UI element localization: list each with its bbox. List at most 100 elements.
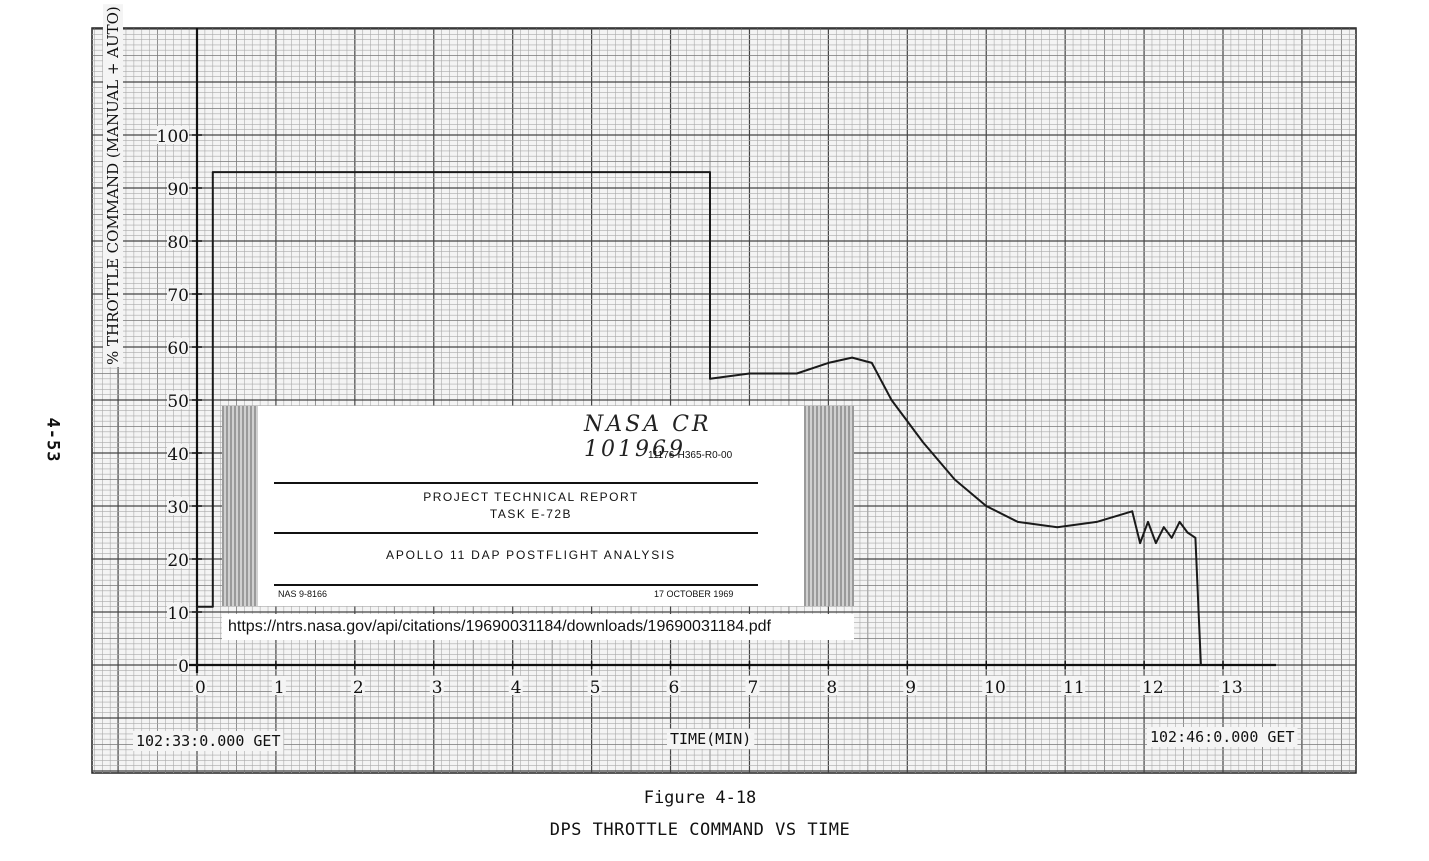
figure-number: Figure 4-18	[643, 788, 757, 808]
series-point	[1200, 664, 1202, 666]
x-tick-bg	[982, 676, 1007, 695]
y-axis-label-bg	[103, 4, 123, 367]
x-tick-bg	[1219, 676, 1243, 695]
report-title: APOLLO 11 DAP POSTFLIGHT ANALYSIS	[386, 548, 676, 562]
series-point	[1178, 521, 1181, 523]
series-point	[1147, 521, 1149, 523]
series-point	[870, 362, 873, 364]
startlabel-bg	[133, 731, 284, 751]
inset-shade-left	[222, 406, 258, 606]
x-tick-bg	[903, 676, 918, 695]
y-axis-label: % THROTTLE COMMAND (MANUAL + AUTO)	[104, 6, 122, 365]
series-point	[890, 399, 893, 401]
series-point	[1194, 536, 1197, 539]
series-point	[922, 441, 924, 444]
report-cover-inset: NASA CR 101969 11176-H365-R0-00 PROJECT …	[222, 406, 854, 606]
x-tick-label: 7	[747, 678, 758, 698]
page-number: 4-53	[42, 417, 63, 463]
axis-labels: % THROTTLE COMMAND (MANUAL + AUTO) TIME(…	[103, 4, 1298, 751]
series-point	[1095, 521, 1098, 523]
end-time-label: 102:46:0.000 GET	[1150, 728, 1295, 746]
x-tick-bg	[824, 676, 839, 695]
y-tick-bg	[167, 391, 189, 409]
series-point	[709, 377, 711, 380]
y-tick-label: 10	[167, 604, 189, 624]
series-point	[211, 171, 214, 174]
series-point	[795, 372, 798, 375]
series-point	[985, 505, 988, 507]
y-tick-bg	[157, 126, 189, 144]
y-tick-label: 30	[167, 498, 189, 518]
x-tick-label: 8	[826, 678, 837, 698]
document-number: 11176-H365-R0-00	[648, 450, 733, 461]
x-tick-bg	[271, 676, 286, 695]
y-tick-bg	[167, 497, 189, 515]
x-tick-label: 0	[195, 678, 206, 698]
divider	[274, 482, 758, 484]
series-point	[196, 664, 198, 666]
y-tick-bg	[167, 232, 189, 250]
handwritten-report-id: NASA CR 101969	[584, 412, 712, 462]
report-task: TASK E-72B	[489, 507, 573, 521]
y-tick-bg	[177, 656, 189, 674]
series-point	[1056, 526, 1059, 529]
x-tick-label: 12	[1142, 678, 1164, 698]
x-tick-bg	[1140, 676, 1165, 695]
start-time-label: 102:33:0.000 GET	[136, 732, 281, 750]
series-point	[1131, 510, 1134, 513]
y-tick-label: 20	[167, 551, 189, 571]
y-tick-bg	[167, 550, 189, 568]
series-point	[196, 605, 198, 608]
x-tick-label: 4	[511, 678, 522, 698]
x-tick-bg	[508, 676, 523, 695]
x-tick-label: 9	[905, 678, 916, 698]
x-tick-bg	[350, 676, 365, 695]
y-tick-label: 70	[167, 286, 189, 306]
contract-number: NAS 9-8166	[278, 589, 328, 599]
x-tick-label: 10	[984, 678, 1006, 698]
series-point	[1016, 521, 1019, 523]
series-group	[196, 171, 1202, 666]
y-tick-bg	[167, 603, 189, 621]
y-tick-bg	[167, 179, 189, 197]
x-axis-label: TIME(MIN)	[670, 730, 751, 748]
endlabel-bg	[1147, 727, 1298, 747]
y-tick-label: 90	[167, 180, 189, 200]
y-tick-label: 100	[157, 127, 189, 147]
series-point	[851, 356, 853, 359]
x-tick-label: 3	[432, 678, 443, 698]
x-tick-bg	[1061, 676, 1086, 695]
x-tick-label: 2	[353, 678, 364, 698]
series-line-throttle	[196, 171, 1202, 666]
series-point	[709, 171, 711, 174]
divider	[274, 584, 758, 586]
y-tick-label: 80	[167, 233, 189, 253]
x-tick-bg	[429, 676, 444, 695]
report-date: 17 OCTOBER 1969	[654, 589, 734, 599]
x-tick-label: 5	[590, 678, 601, 698]
series-point	[827, 362, 830, 364]
x-tick-bg	[666, 676, 681, 695]
figure-title: DPS THROTTLE COMMAND VS TIME	[549, 820, 851, 840]
report-type: PROJECT TECHNICAL REPORT	[423, 490, 639, 504]
series-point	[1155, 542, 1157, 544]
x-tick-bg	[193, 676, 207, 695]
series-point	[953, 478, 956, 481]
series-point	[1170, 536, 1173, 539]
series-point	[1139, 542, 1142, 544]
inset-shade-right	[804, 406, 854, 606]
y-tick-bg	[167, 338, 189, 356]
x-tick-bg	[745, 676, 760, 695]
grid-lines	[91, 27, 1357, 774]
source-url: https://ntrs.nasa.gov/api/citations/1969…	[222, 614, 854, 640]
series-point	[1162, 526, 1165, 529]
y-tick-bg	[167, 444, 189, 462]
x-tick-label: 6	[669, 678, 680, 698]
series-point	[748, 372, 751, 375]
y-tick-bg	[167, 285, 189, 303]
series-point	[1186, 531, 1189, 534]
x-tick-label: 13	[1221, 678, 1243, 698]
x-tick-bg	[587, 676, 602, 695]
